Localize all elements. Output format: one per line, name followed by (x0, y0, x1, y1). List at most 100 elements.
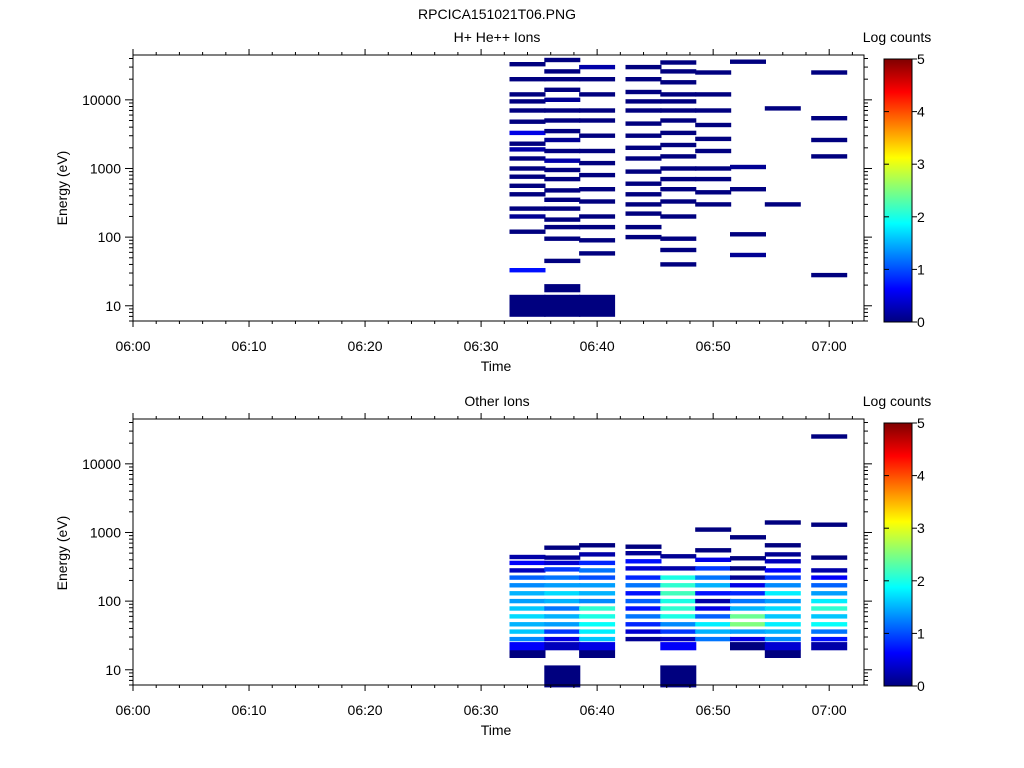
heatmap-cell (579, 543, 616, 548)
y-tick-label: 10000 (82, 92, 121, 108)
x-tick-label: 06:50 (696, 702, 731, 718)
heatmap-cell (660, 622, 697, 627)
heatmap-cell (544, 128, 581, 134)
heatmap-cell (579, 629, 616, 634)
plot-frame (132, 418, 865, 686)
heatmap-cell (625, 559, 662, 564)
heatmap-cells (509, 434, 848, 688)
heatmap-cell (660, 583, 697, 588)
heatmap-cell (544, 158, 581, 163)
colorbar-tick-label: 0 (917, 678, 925, 694)
heatmap-cell (544, 614, 581, 619)
heatmap-cell (509, 183, 546, 188)
panel-h-he-ions: H+ He++ Ions 06:00 06:10 06:20 06:30 06:40 06… (54, 29, 931, 374)
heatmap-cell (625, 181, 662, 186)
heatmap-cell (660, 214, 697, 219)
heatmap-cell (579, 118, 616, 123)
x-axis-label: Time (481, 358, 512, 374)
heatmap-cell (544, 567, 581, 572)
heatmap-cell (730, 575, 766, 580)
heatmap-cell (509, 268, 546, 273)
heatmap-cell (544, 57, 581, 63)
colorbar-tick-label: 1 (917, 625, 925, 641)
heatmap-cell (764, 598, 801, 604)
y-tick-label: 1000 (90, 160, 121, 176)
heatmap-cell (695, 606, 732, 611)
heatmap-cell (811, 575, 848, 580)
heatmap-cell (625, 89, 662, 95)
heatmap-cell (811, 629, 848, 634)
heatmap-cell (544, 217, 581, 222)
heatmap-cell (544, 97, 581, 102)
heatmap-cell (695, 636, 732, 642)
heatmap-cell (660, 69, 697, 74)
heatmap-cell (579, 251, 616, 256)
heatmap-cell (579, 160, 616, 166)
x-tick-label: 06:40 (580, 702, 615, 718)
heatmap-cell (764, 649, 801, 658)
heatmap-cell (730, 556, 766, 561)
heatmap-cell (509, 575, 546, 580)
x-axis-label: Time (481, 722, 512, 738)
heatmap-cell (660, 154, 697, 159)
x-tick-label: 07:00 (812, 338, 847, 354)
colorbar (883, 58, 913, 323)
y-axis-label: Energy (eV) (54, 516, 70, 591)
x-tick-label: 06:30 (464, 702, 499, 718)
heatmap-cell (695, 166, 732, 171)
heatmap-cell (625, 598, 662, 604)
heatmap-cell (509, 622, 546, 627)
heatmap-cell (764, 591, 801, 596)
heatmap-cell (764, 622, 801, 627)
heatmap-cell (625, 202, 662, 207)
heatmap-cell (544, 118, 581, 123)
heatmap-cell (544, 176, 581, 182)
heatmap-cell (660, 176, 697, 182)
figure-title: RPCICA151021T06.PNG (418, 6, 576, 22)
heatmap-cell (509, 206, 546, 211)
heatmap-cell (579, 591, 616, 596)
heatmap-cell (509, 636, 546, 642)
heatmap-cell (509, 214, 546, 219)
heatmap-cell (509, 62, 546, 67)
heatmap-cell (811, 272, 848, 278)
heatmap-cell (579, 560, 616, 566)
heatmap-cell (660, 60, 697, 65)
heatmap-cell (625, 77, 662, 82)
heatmap-cell (660, 566, 697, 571)
heatmap-cell (625, 192, 662, 197)
heatmap-cell (544, 224, 581, 230)
heatmap-cell (811, 70, 848, 75)
heatmap-cell (579, 575, 616, 580)
heatmap-cell (625, 156, 662, 161)
heatmap-cell (509, 642, 546, 651)
y-tick-label: 10 (105, 662, 121, 678)
heatmap-cell (579, 214, 616, 219)
heatmap-cell (764, 543, 801, 548)
heatmap-cell (730, 614, 766, 619)
heatmap-cell (730, 606, 766, 611)
heatmap-cell (764, 202, 801, 207)
heatmap-cell (695, 557, 732, 562)
heatmap-cell (544, 555, 581, 560)
heatmap-cell (579, 552, 616, 557)
heatmap-cells (509, 57, 848, 317)
heatmap-cell (660, 236, 697, 241)
y-tick-label: 1000 (90, 524, 121, 540)
heatmap-cell (579, 224, 616, 230)
heatmap-cell (509, 77, 546, 82)
heatmap-cell (509, 591, 546, 596)
heatmap-cell (625, 145, 662, 150)
heatmap-cell (625, 99, 662, 104)
heatmap-cell (764, 614, 801, 619)
heatmap-cell (579, 187, 616, 192)
heatmap-cell (625, 121, 662, 126)
heatmap-cell (579, 108, 616, 113)
heatmap-cell (509, 629, 546, 634)
x-tick-label: 06:40 (580, 338, 615, 354)
heatmap-cell (660, 130, 697, 136)
heatmap-cell (695, 548, 732, 553)
heatmap-cell (625, 224, 662, 230)
heatmap-cell (764, 606, 801, 611)
